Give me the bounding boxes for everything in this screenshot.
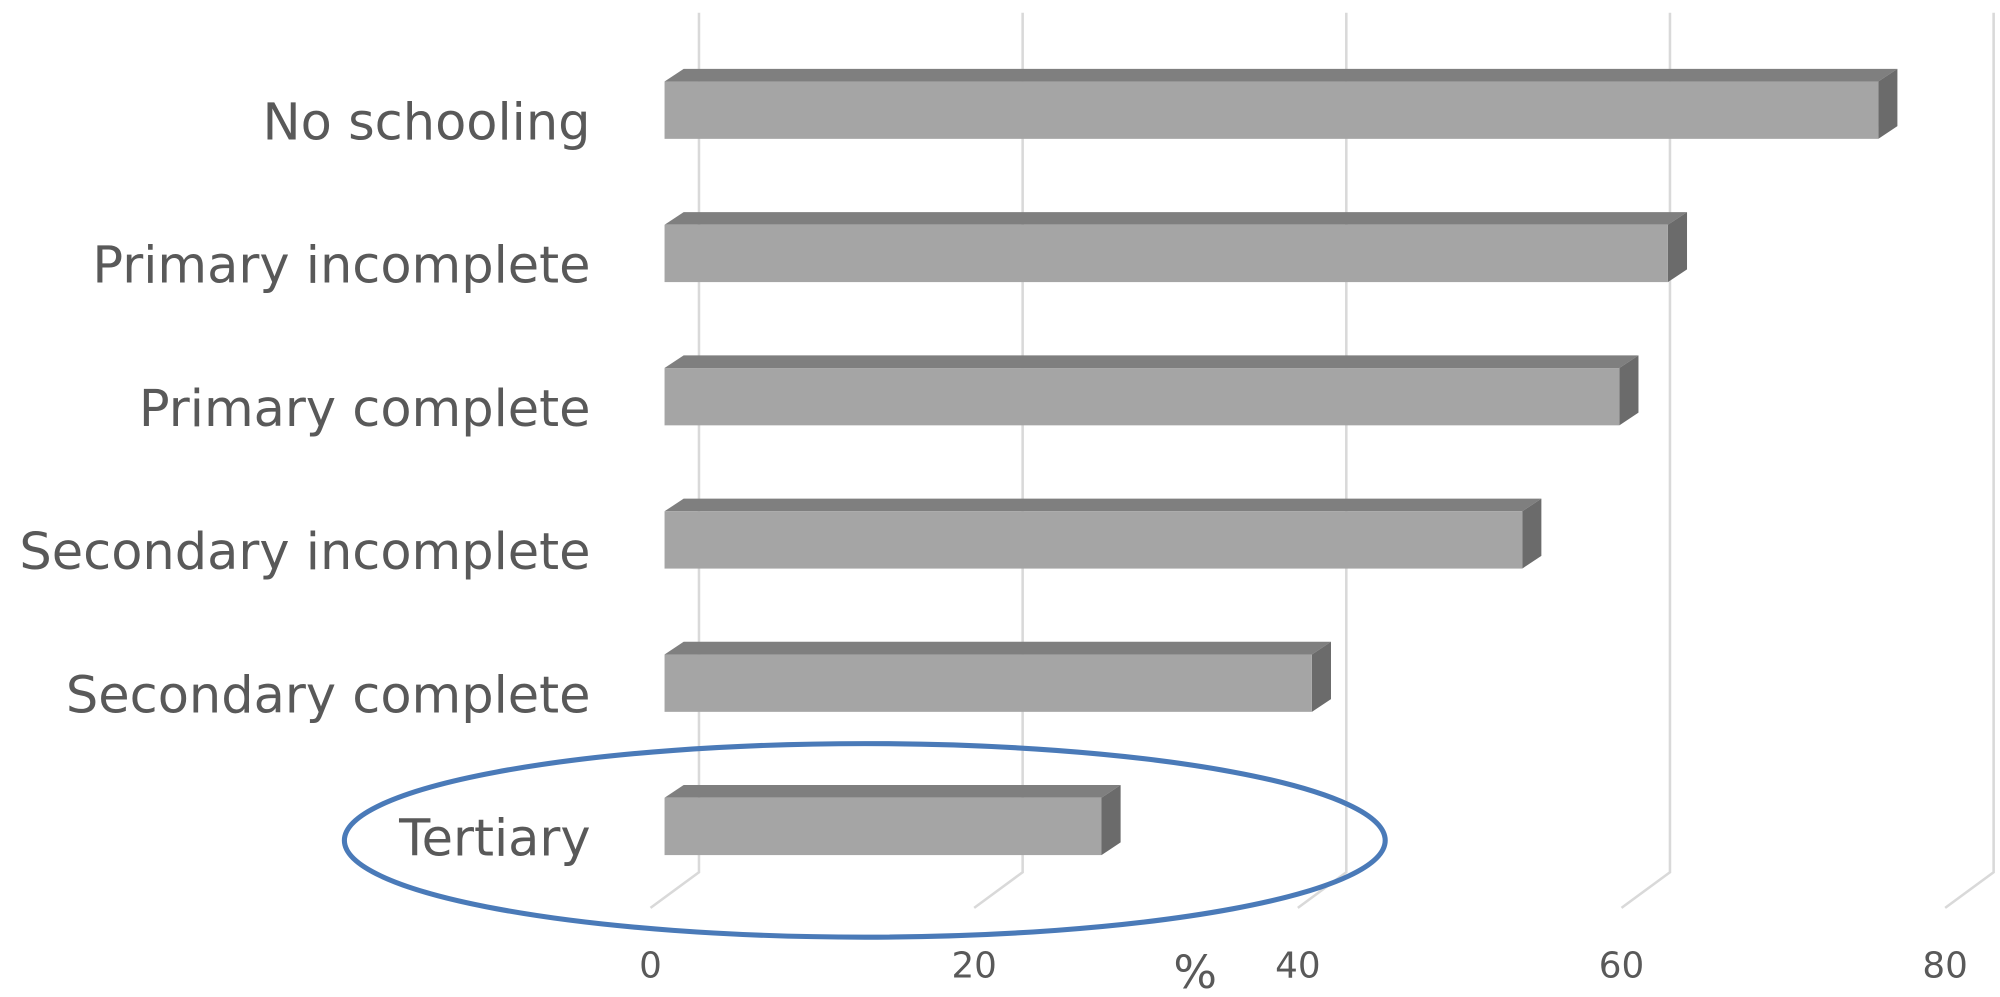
bar-front	[664, 81, 1879, 139]
bar-front	[664, 511, 1523, 569]
bar-top	[664, 68, 1898, 82]
y-tick-label: Tertiary	[398, 810, 590, 869]
x-tick-label: 40	[1275, 946, 1320, 987]
x-axis-label: %	[1173, 945, 1217, 997]
bar-side	[1101, 785, 1121, 856]
bar-top	[664, 785, 1121, 798]
bar-top	[664, 498, 1542, 512]
bar	[664, 355, 1639, 426]
y-tick-label: Primary incomplete	[92, 237, 590, 296]
bar-front	[664, 224, 1668, 283]
grid-line	[973, 12, 1024, 909]
bar	[664, 212, 1688, 283]
bar-top	[664, 355, 1639, 369]
bar-top	[664, 641, 1331, 655]
y-tick-label: Primary complete	[139, 380, 591, 439]
x-tick-label: 80	[1922, 946, 1967, 987]
bar-top	[664, 212, 1688, 225]
grid-line	[649, 12, 701, 909]
y-tick-label: No schooling	[263, 94, 591, 153]
bar-side	[1311, 641, 1331, 712]
highlight-ellipse	[341, 741, 1388, 940]
grid-line	[1297, 12, 1348, 909]
bar	[664, 498, 1542, 569]
y-tick-label: Secondary complete	[66, 667, 591, 726]
bar-side	[1667, 212, 1688, 283]
bar	[664, 68, 1898, 139]
x-tick-label: 0	[639, 946, 662, 987]
x-tick-label: 60	[1599, 946, 1644, 987]
bar	[664, 785, 1121, 856]
bar-side	[1619, 355, 1639, 426]
bar-side	[1522, 498, 1542, 569]
bar-front	[664, 654, 1312, 712]
grid-line	[1620, 12, 1672, 909]
grid-line	[1944, 12, 1995, 909]
bar	[664, 641, 1331, 712]
bar-front	[664, 797, 1102, 856]
y-tick-label: Secondary incomplete	[19, 523, 590, 582]
bar-side	[1878, 68, 1898, 139]
bar-front	[664, 368, 1620, 426]
x-tick-label: 20	[951, 946, 996, 987]
